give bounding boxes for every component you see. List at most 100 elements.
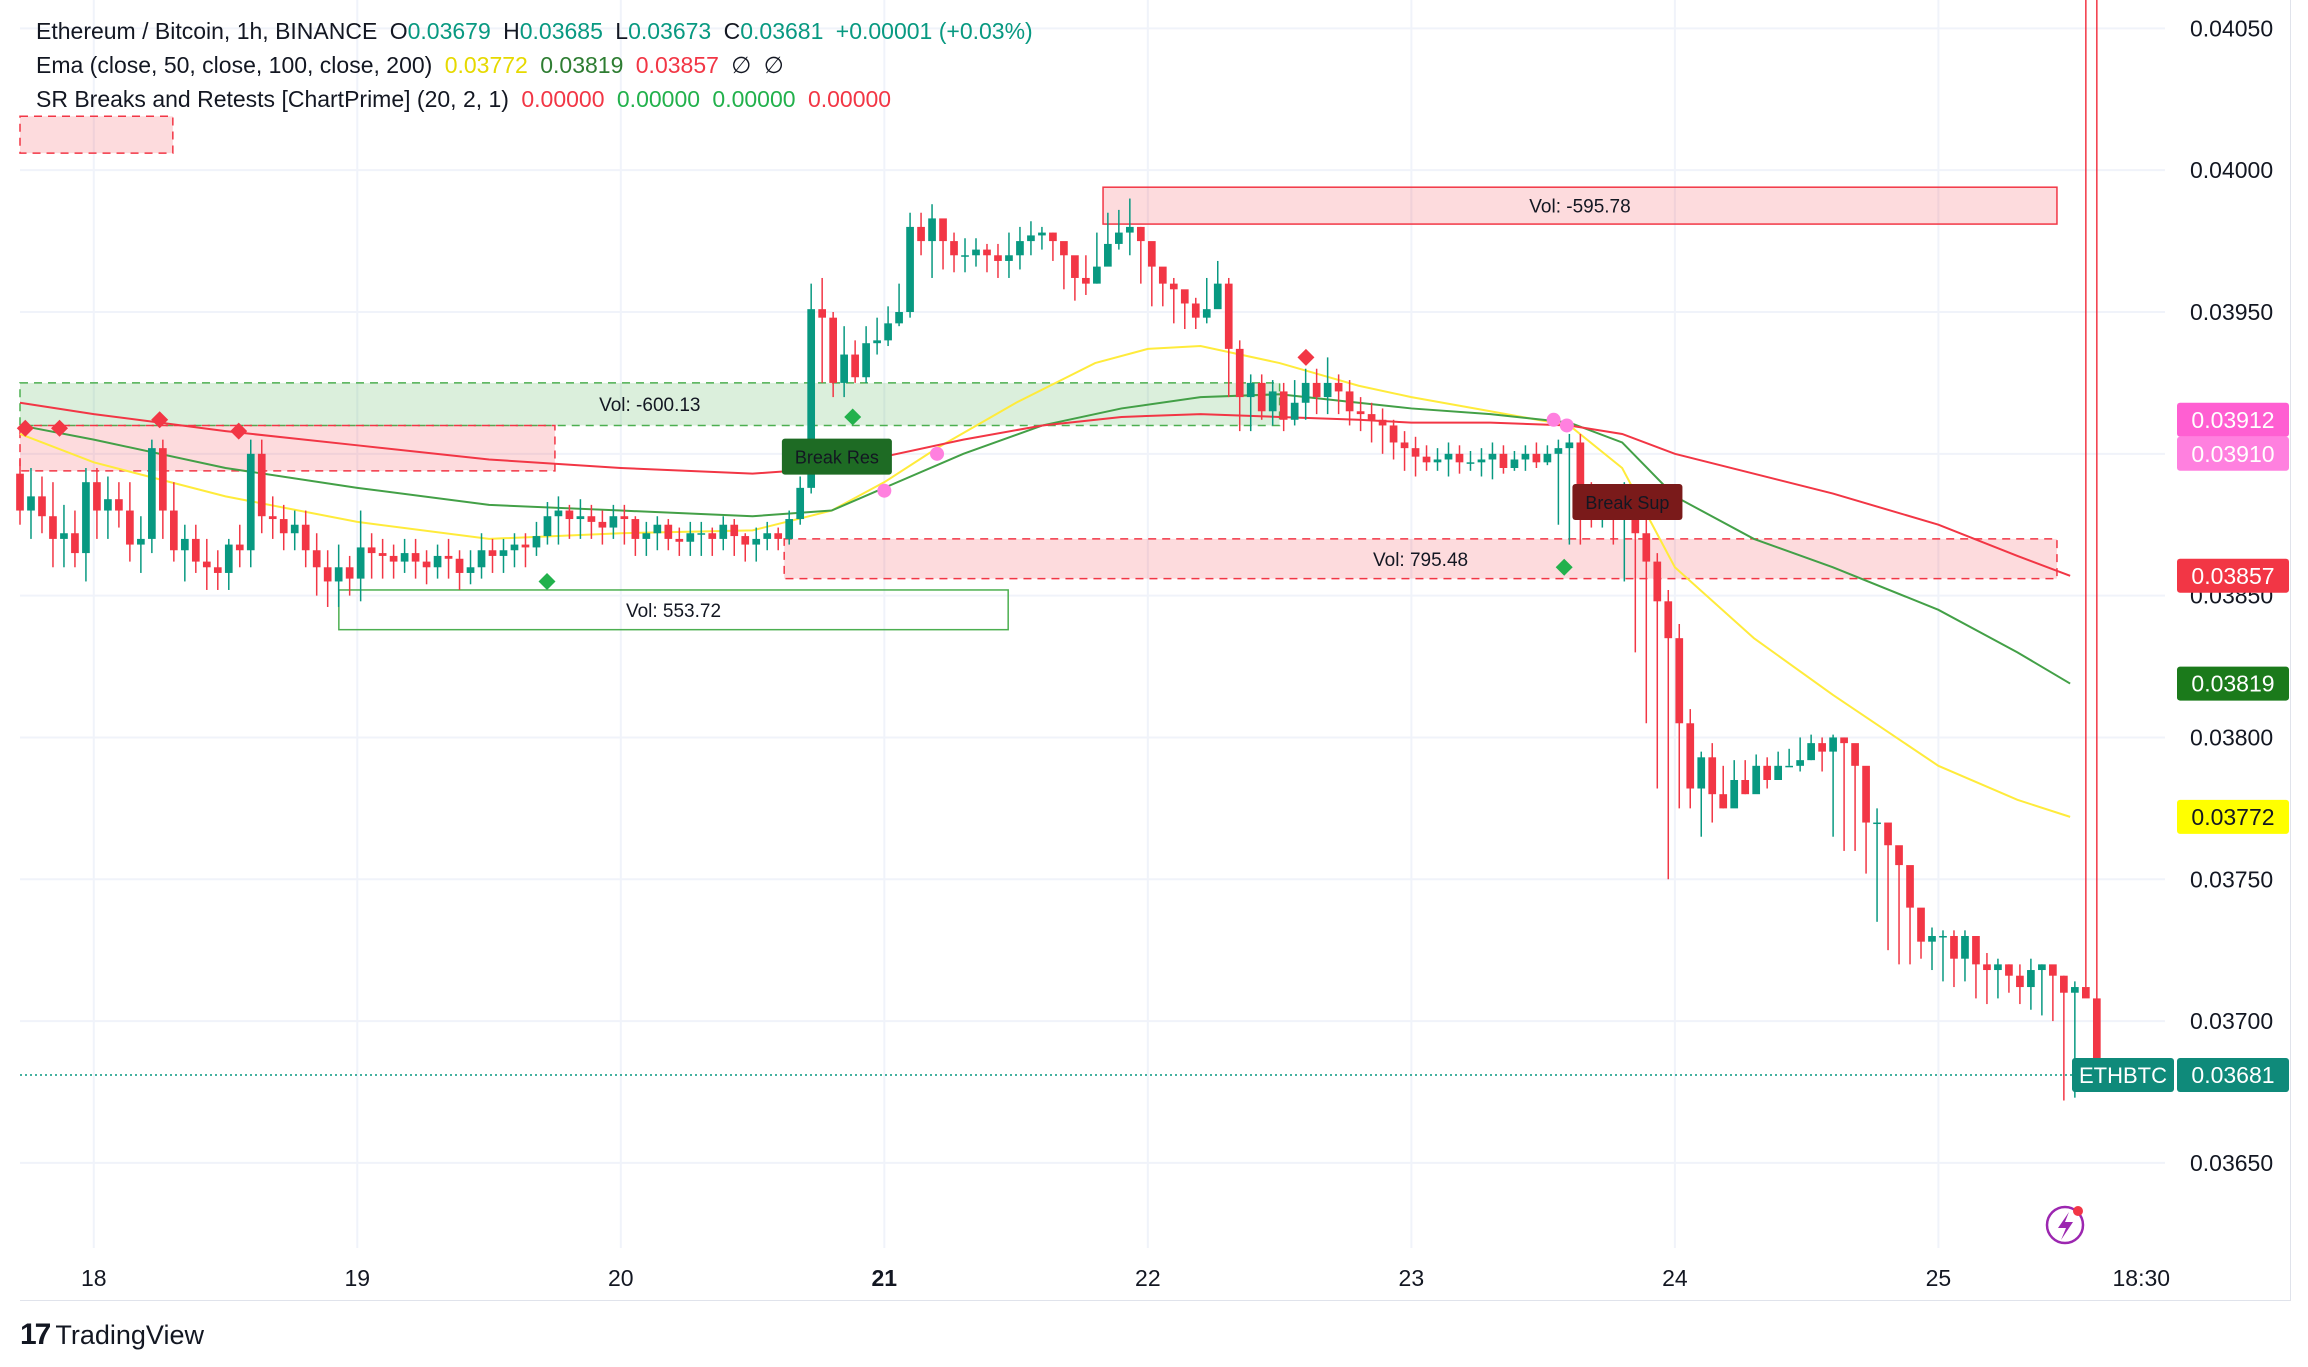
y-tick-label: 0.04000 bbox=[2190, 157, 2273, 183]
price-tag[interactable] bbox=[2177, 558, 2289, 593]
symbol-tag[interactable] bbox=[2072, 1057, 2174, 1092]
candle-body bbox=[983, 249, 991, 256]
price-tag[interactable] bbox=[2177, 799, 2289, 834]
candle bbox=[1301, 368, 1310, 420]
candle-body bbox=[323, 567, 332, 582]
price-tag-text: 0.03857 bbox=[2191, 563, 2274, 589]
candle bbox=[257, 439, 266, 534]
candle bbox=[983, 243, 991, 273]
candle-body bbox=[1290, 402, 1299, 420]
ema-line-ema50 bbox=[19, 345, 2071, 818]
candle-body bbox=[1477, 459, 1486, 463]
zone-volume-label: Vol: -600.13 bbox=[599, 395, 700, 416]
lightning-icon[interactable] bbox=[2045, 1205, 2085, 1245]
candle-body bbox=[1334, 382, 1343, 392]
candle bbox=[532, 521, 541, 556]
candle bbox=[1060, 241, 1068, 290]
candle bbox=[1312, 368, 1321, 415]
chart-frame[interactable] bbox=[20, 0, 2291, 1301]
candle bbox=[93, 468, 101, 539]
candle-body bbox=[1378, 419, 1387, 426]
candle-body bbox=[1675, 638, 1684, 724]
candle-body bbox=[994, 255, 1002, 261]
candle-body bbox=[521, 544, 530, 548]
last-price-tag[interactable] bbox=[2177, 1057, 2289, 1092]
sr-value-4: 0.00000 bbox=[807, 86, 892, 112]
candle-body bbox=[2060, 975, 2068, 993]
candle bbox=[521, 533, 530, 568]
candle-body bbox=[576, 516, 585, 520]
candle-body bbox=[1224, 283, 1233, 349]
candle bbox=[1268, 380, 1277, 426]
candle bbox=[906, 212, 914, 318]
candle bbox=[1115, 209, 1123, 250]
x-tick-label: 22 bbox=[1135, 1265, 1161, 1291]
symbol-legend[interactable]: Ethereum / Bitcoin, 1h, BINANCE O0.03679… bbox=[36, 15, 1039, 47]
candle-body bbox=[224, 544, 233, 573]
candle bbox=[1554, 439, 1563, 525]
candle bbox=[664, 519, 673, 551]
ema-legend[interactable]: Ema (close, 50, close, 100, close, 200) … bbox=[36, 49, 790, 81]
candle-body bbox=[587, 516, 596, 522]
candle bbox=[2016, 964, 2024, 1005]
open-value: 0.03679 bbox=[407, 18, 491, 44]
price-tag[interactable] bbox=[2177, 436, 2289, 471]
candle-body bbox=[1488, 453, 1497, 460]
candle-body bbox=[939, 218, 947, 242]
candle bbox=[400, 538, 409, 573]
candle bbox=[2081, 0, 2090, 999]
candle bbox=[1082, 255, 1090, 295]
candle bbox=[1367, 402, 1376, 443]
candle bbox=[1961, 930, 1969, 982]
candle-body bbox=[1125, 226, 1134, 233]
sr-zone bbox=[338, 589, 1009, 631]
candle bbox=[444, 538, 453, 579]
candle bbox=[1389, 419, 1398, 460]
candle bbox=[71, 510, 79, 568]
ema200-value: 0.03857 bbox=[635, 52, 719, 78]
candle bbox=[82, 468, 90, 582]
candle-body bbox=[1180, 289, 1189, 304]
candle bbox=[895, 283, 903, 327]
candle bbox=[1411, 436, 1420, 477]
tradingview-logo-text: TradingView bbox=[55, 1319, 204, 1350]
candle bbox=[1752, 754, 1761, 795]
candle-body bbox=[917, 226, 925, 242]
sr-value-3: 0.00000 bbox=[712, 86, 796, 112]
candle bbox=[1653, 553, 1662, 789]
candle bbox=[1356, 397, 1365, 432]
candle-body bbox=[1697, 757, 1706, 789]
candle-body bbox=[257, 453, 266, 517]
candle bbox=[2027, 958, 2035, 1010]
candle-body bbox=[213, 567, 222, 573]
candle bbox=[653, 516, 662, 551]
break-label-text: Break Sup bbox=[1585, 493, 1669, 513]
candle-body bbox=[477, 550, 486, 568]
candle bbox=[1763, 757, 1772, 789]
tradingview-logo[interactable]: 17 TradingView bbox=[20, 1318, 204, 1352]
y-tick-label: 0.03700 bbox=[2190, 1008, 2273, 1034]
candle-body bbox=[554, 510, 563, 517]
candle bbox=[961, 238, 969, 273]
candle-body bbox=[1499, 453, 1508, 468]
candle bbox=[1049, 232, 1057, 261]
retest-dot bbox=[1546, 412, 1561, 427]
candle bbox=[159, 439, 167, 539]
candle bbox=[213, 550, 222, 590]
candle-body bbox=[389, 555, 398, 562]
candle bbox=[126, 482, 134, 562]
candle-body bbox=[1323, 382, 1332, 398]
candle bbox=[1708, 743, 1717, 823]
candle-body bbox=[1082, 277, 1090, 284]
candle bbox=[1939, 930, 1947, 982]
price-tag[interactable] bbox=[2177, 402, 2289, 437]
candle-body bbox=[422, 561, 431, 568]
candle-body bbox=[1576, 442, 1585, 500]
sr-legend[interactable]: SR Breaks and Retests [ChartPrime] (20, … bbox=[36, 83, 897, 115]
candle-body bbox=[642, 533, 651, 539]
candle bbox=[1642, 516, 1651, 724]
sr-zone bbox=[19, 382, 1281, 427]
candle bbox=[1774, 751, 1783, 780]
price-tag[interactable] bbox=[2177, 666, 2289, 701]
